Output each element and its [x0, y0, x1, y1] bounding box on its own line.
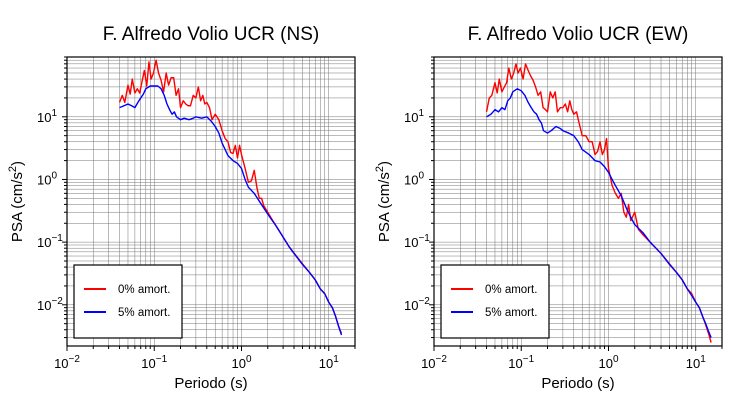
y-tick-base: 10: [404, 110, 418, 125]
x-tick-base: 10: [598, 356, 612, 371]
chart-title: F. Alfredo Volio UCR (NS): [103, 24, 319, 45]
legend-label-0pct-amort: 0% amort.: [118, 284, 170, 296]
x-tick-base: 10: [231, 356, 245, 371]
y-tick-label: 100: [404, 170, 424, 187]
x-tick-base: 10: [319, 356, 333, 371]
x-tick-label: 10−1: [508, 354, 534, 371]
x-tick-base: 10: [686, 356, 700, 371]
legend-label-0pct-amort: 0% amort.: [485, 284, 537, 296]
axis-ticks: [429, 56, 723, 351]
x-tick-label: 100: [598, 354, 618, 371]
x-tick-exponent: −1: [156, 354, 168, 365]
y-axis-label: PSA (cm/s2): [7, 161, 26, 242]
legend-box: [440, 264, 550, 339]
y-axis-label-tail: ): [9, 161, 26, 166]
x-axis-label: Periodo (s): [541, 375, 614, 392]
y-tick-exponent: 0: [51, 170, 57, 181]
x-tick-base: 10: [508, 356, 522, 371]
y-tick-base: 10: [404, 298, 418, 313]
x-tick-base: 10: [421, 356, 435, 371]
y-tick-base: 10: [37, 235, 51, 250]
y-tick-base: 10: [404, 172, 418, 187]
plot-frame: [433, 56, 723, 347]
y-tick-label: 101: [404, 108, 424, 125]
y-tick-exponent: 1: [51, 108, 57, 119]
y-axis-label-superscript: 2: [7, 166, 19, 172]
y-axis-label: PSA (cm/s2): [374, 161, 393, 242]
y-axis-label-main: PSA (cm/s: [376, 172, 393, 242]
chart-panel-ew: F. Alfredo Volio UCR (EW)10−2 10−1 100 1011…: [374, 24, 723, 392]
series-line-5pct-amort: [119, 85, 343, 336]
grid-lines: [66, 56, 356, 346]
y-tick-exponent: 1: [418, 108, 424, 119]
y-tick-label: 101: [37, 108, 57, 125]
legend-box: [73, 264, 183, 339]
x-axis-label: Periodo (s): [174, 375, 247, 392]
axis-ticks: [62, 56, 356, 351]
y-axis-label-tail: ): [376, 161, 393, 166]
x-tick-label: 10−1: [141, 354, 167, 371]
x-tick-exponent: 0: [246, 354, 252, 365]
x-tick-base: 10: [141, 356, 155, 371]
x-tick-base: 10: [54, 356, 68, 371]
y-tick-exponent: −2: [418, 296, 430, 307]
y-tick-exponent: −1: [51, 233, 63, 244]
legend-label-5pct-amort: 5% amort.: [485, 307, 537, 319]
y-tick-label: 10−1: [404, 233, 430, 250]
x-tick-exponent: 1: [333, 354, 339, 365]
series-line-5pct-amort: [486, 88, 712, 338]
y-tick-label: 10−1: [37, 233, 63, 250]
legend: 0% amort. 5% amort.: [73, 264, 183, 339]
x-tick-exponent: −2: [436, 354, 448, 365]
y-tick-exponent: −1: [418, 233, 430, 244]
plot-frame: [66, 56, 356, 347]
x-tick-exponent: −1: [523, 354, 535, 365]
y-tick-base: 10: [37, 110, 51, 125]
y-tick-base: 10: [404, 235, 418, 250]
y-axis-label-superscript: 2: [374, 166, 386, 172]
y-tick-base: 10: [37, 172, 51, 187]
x-tick-label: 10−2: [54, 354, 80, 371]
x-tick-label: 10−2: [421, 354, 447, 371]
legend-label-5pct-amort: 5% amort.: [118, 307, 170, 319]
y-tick-label: 10−2: [37, 296, 63, 313]
y-tick-exponent: 0: [418, 170, 424, 181]
x-tick-exponent: 0: [613, 354, 619, 365]
x-tick-exponent: −2: [69, 354, 81, 365]
chart-panel-ns: F. Alfredo Volio UCR (NS)10−2 10−1 100 1011…: [7, 24, 356, 392]
x-tick-label: 101: [319, 354, 339, 371]
y-tick-label: 10−2: [404, 296, 430, 313]
legend: 0% amort. 5% amort.: [440, 264, 550, 339]
y-tick-exponent: −2: [51, 296, 63, 307]
y-tick-base: 10: [37, 298, 51, 313]
y-axis-label-main: PSA (cm/s: [9, 172, 26, 242]
y-tick-label: 100: [37, 170, 57, 187]
x-tick-exponent: 1: [700, 354, 706, 365]
x-tick-label: 101: [686, 354, 706, 371]
x-tick-label: 100: [231, 354, 251, 371]
chart-title: F. Alfredo Volio UCR (EW): [468, 24, 689, 45]
